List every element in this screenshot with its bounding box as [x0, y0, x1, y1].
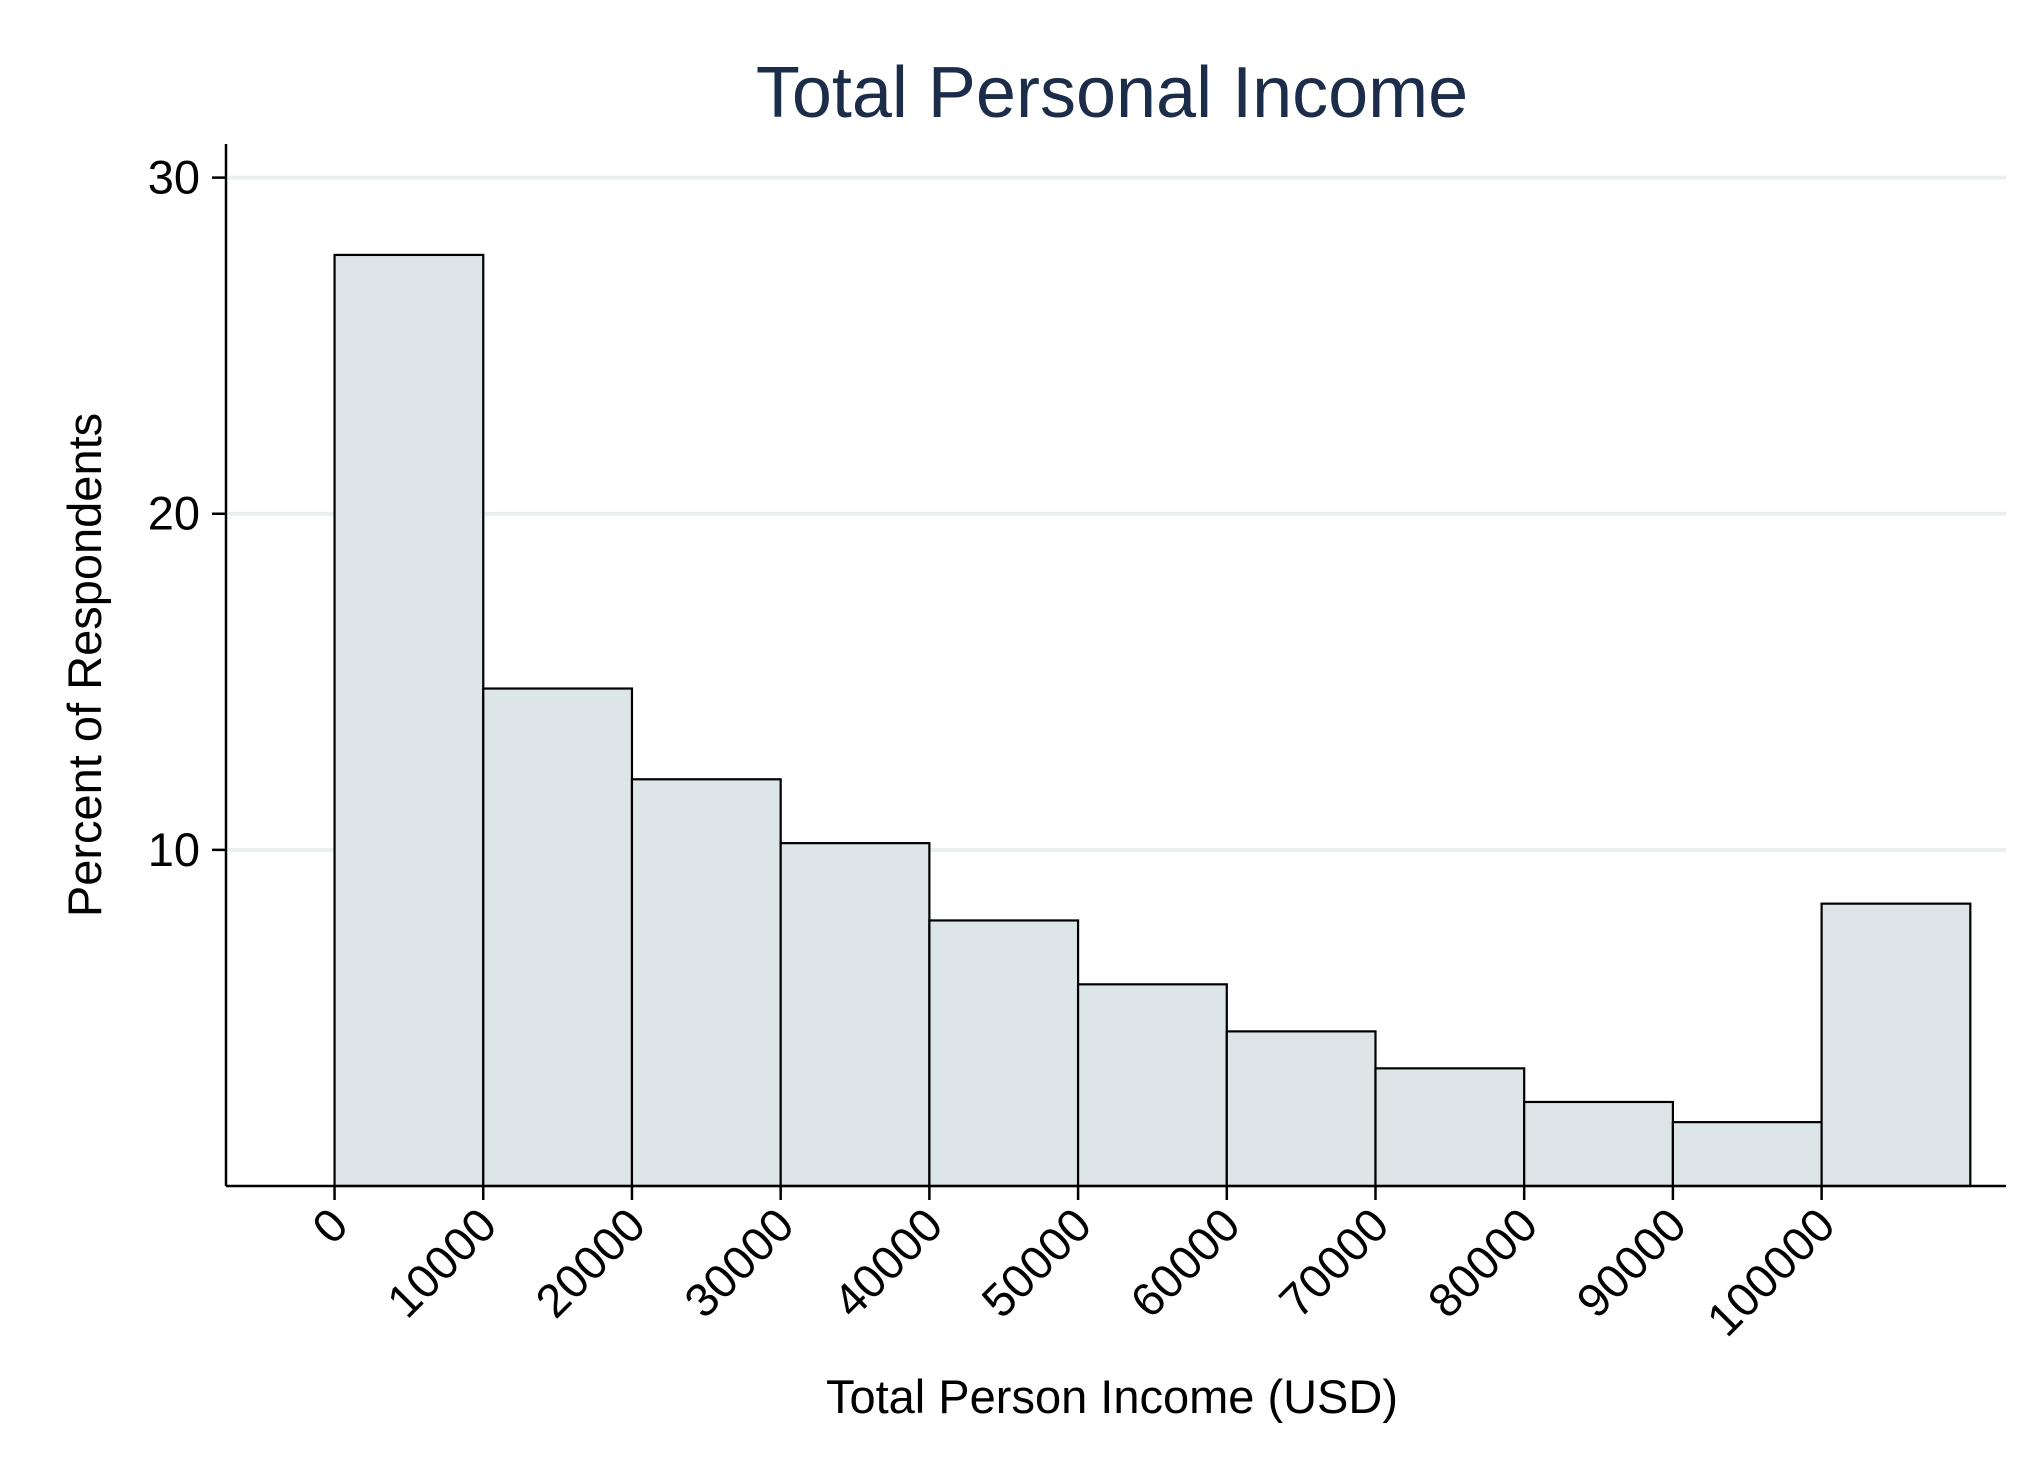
histogram-bar-10 [1671, 1121, 1823, 1188]
y-tick-label-30: 30 [148, 151, 200, 204]
x-axis-title: Total Person Income (USD) [826, 1370, 1398, 1423]
histogram-bar-8 [1374, 1067, 1526, 1188]
histogram-bar-9 [1523, 1100, 1675, 1188]
histogram-bar-3 [630, 778, 782, 1188]
histogram-bar-11 [1820, 902, 1972, 1188]
histogram-bars [333, 253, 1972, 1188]
y-tick-label-10: 10 [148, 823, 200, 876]
histogram-bar-1 [333, 253, 485, 1188]
y-tick-label-20: 20 [148, 487, 200, 540]
y-axis-title: Percent of Respondents [58, 413, 111, 917]
histogram-bar-2 [482, 687, 634, 1188]
histogram-bar-7 [1225, 1030, 1377, 1188]
histogram-bar-4 [779, 842, 931, 1188]
axes [212, 144, 2006, 1200]
histogram-bar-6 [1076, 983, 1228, 1188]
chart-title: Total Personal Income [756, 53, 1468, 133]
histogram-bar-5 [928, 919, 1080, 1188]
